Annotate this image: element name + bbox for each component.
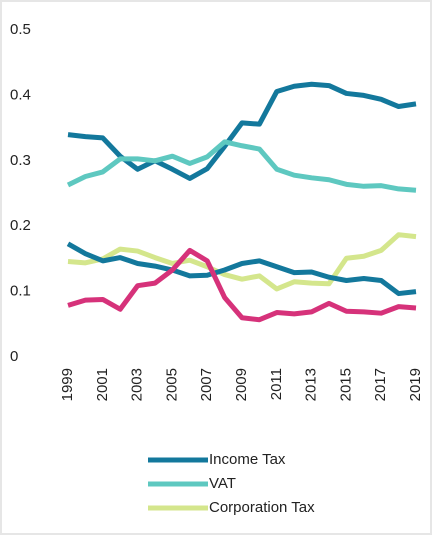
- y-tick-label: 0.1: [10, 283, 31, 300]
- x-tick-label: 2001: [94, 368, 111, 401]
- y-tick-label: 0.3: [10, 152, 31, 169]
- line: [67, 232, 417, 292]
- y-tick-label: 0.2: [10, 217, 31, 234]
- x-tick-label: 2019: [407, 368, 424, 401]
- x-tick-label: 2011: [268, 368, 285, 400]
- x-tick-label: 2017: [372, 368, 389, 401]
- line: [67, 247, 417, 323]
- line: [66, 241, 417, 297]
- x-tick-label: 2009: [233, 368, 250, 401]
- x-tick-label: 2007: [198, 368, 215, 401]
- line: [66, 139, 417, 193]
- legend-label: Income Tax: [209, 451, 286, 468]
- x-tick-label: 2005: [163, 368, 180, 401]
- y-tick-label: 0.5: [10, 21, 31, 38]
- y-tick-label: 0.4: [10, 86, 31, 103]
- legend-label: VAT: [209, 475, 236, 492]
- y-tick-label: 0: [10, 348, 18, 365]
- legend-label: Corporation Tax: [209, 499, 315, 516]
- x-tick-label: 2015: [337, 368, 354, 401]
- x-tick-label: 1999: [59, 368, 76, 401]
- x-tick-label: 2003: [129, 368, 146, 401]
- x-tick-label: 2013: [303, 368, 320, 401]
